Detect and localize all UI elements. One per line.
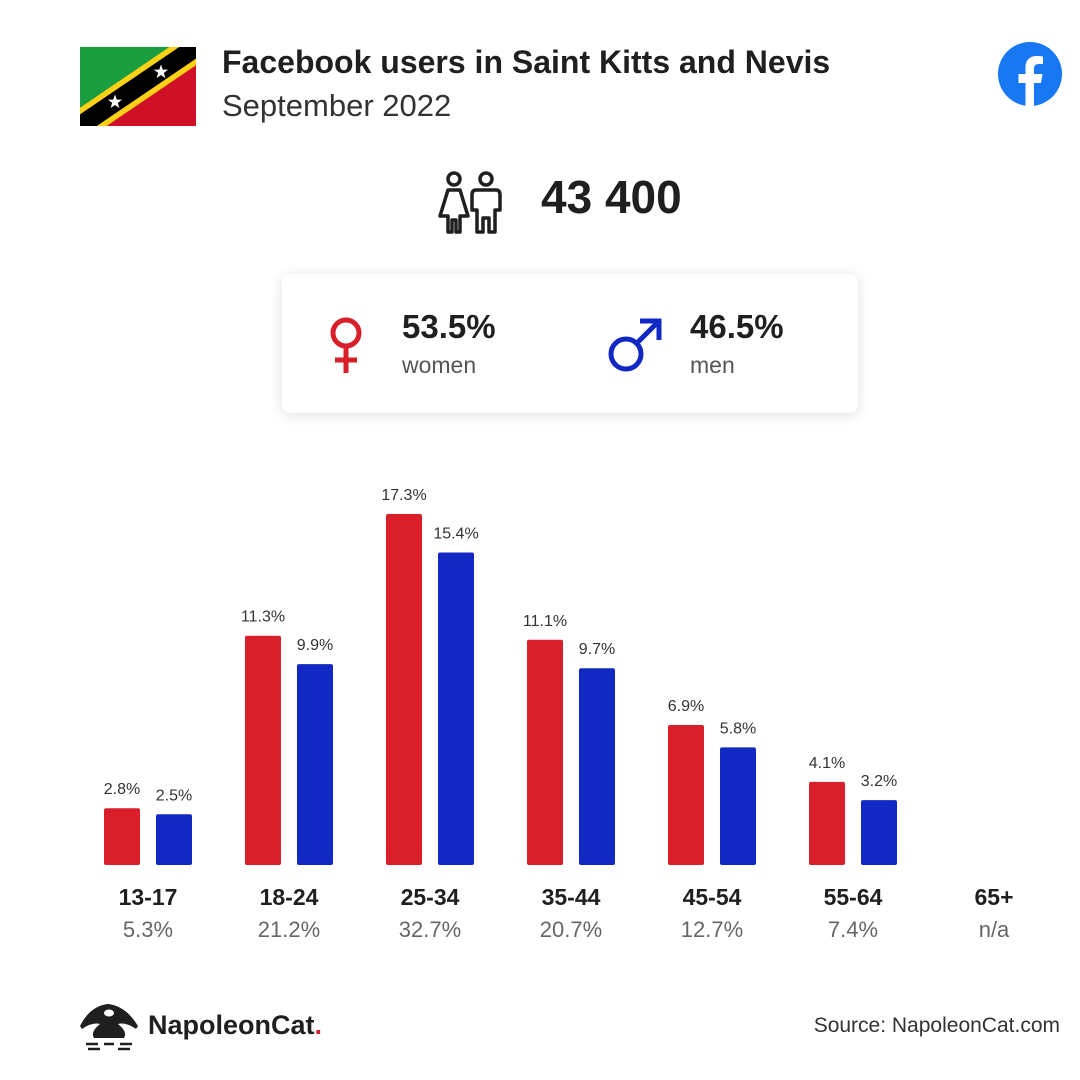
source-text: Source: NapoleonCat.com bbox=[813, 1014, 1060, 1037]
bar-men-13-17 bbox=[156, 814, 192, 865]
value-label-men-35-44: 9.7% bbox=[579, 641, 615, 658]
facebook-icon bbox=[998, 42, 1062, 106]
value-label-women-55-64: 4.1% bbox=[809, 755, 845, 772]
chart-title: Facebook users in Saint Kitts and Nevis bbox=[222, 44, 831, 80]
value-label-men-13-17: 2.5% bbox=[156, 787, 192, 804]
value-label-women-45-54: 6.9% bbox=[668, 698, 704, 715]
bar-women-13-17 bbox=[104, 808, 140, 865]
age-group-18-24: 18-24 21.2% bbox=[219, 884, 359, 943]
saint-kitts-and-nevis-flag bbox=[80, 47, 196, 126]
age-group-label: 25-34 bbox=[400, 884, 460, 910]
bar-men-45-54 bbox=[720, 747, 756, 865]
age-group-55-64: 55-64 7.4% bbox=[783, 884, 923, 943]
value-label-women-25-34: 17.3% bbox=[381, 487, 426, 504]
napoleoncat-logo-icon bbox=[80, 1004, 138, 1051]
age-group-total: 7.4% bbox=[827, 917, 879, 942]
age-group-label: 13-17 bbox=[118, 884, 178, 910]
brand-name-text: NapoleonCat bbox=[148, 1010, 315, 1040]
value-label-men-45-54: 5.8% bbox=[720, 720, 756, 737]
age-group-label: 18-24 bbox=[259, 884, 319, 910]
gender-split-card: 53.5% women 46.5% men bbox=[282, 274, 858, 413]
bar-men-18-24 bbox=[297, 664, 333, 865]
men-percent: 46.5% bbox=[690, 308, 784, 345]
age-group-total: 21.2% bbox=[257, 917, 321, 942]
value-label-women-13-17: 2.8% bbox=[104, 781, 140, 798]
age-group-label: 55-64 bbox=[823, 884, 883, 910]
users-icon bbox=[438, 171, 502, 234]
brand-dot: . bbox=[314, 1010, 323, 1040]
chart-subtitle: September 2022 bbox=[222, 88, 452, 123]
age-group-label: 65+ bbox=[974, 884, 1014, 910]
age-group-45-54: 45-54 12.7% bbox=[642, 884, 782, 943]
age-group-total: n/a bbox=[978, 917, 1010, 942]
age-group-label: 45-54 bbox=[682, 884, 742, 910]
age-group-label: 35-44 bbox=[541, 884, 601, 910]
brand-name: NapoleonCat. bbox=[148, 1010, 322, 1041]
age-group-total: 5.3% bbox=[122, 917, 174, 942]
age-group-35-44: 35-44 20.7% bbox=[501, 884, 641, 943]
women-percent: 53.5% bbox=[402, 308, 496, 345]
age-group-13-17: 13-17 5.3% bbox=[78, 884, 218, 943]
men-label: men bbox=[690, 352, 735, 378]
bar-women-25-34 bbox=[386, 514, 422, 865]
bar-women-55-64 bbox=[809, 781, 845, 865]
value-label-men-25-34: 15.4% bbox=[433, 526, 478, 543]
female-symbol-icon bbox=[330, 317, 362, 373]
bar-men-25-34 bbox=[438, 552, 474, 865]
age-group-25-34: 25-34 32.7% bbox=[360, 884, 500, 943]
bar-women-45-54 bbox=[668, 725, 704, 865]
women-label: women bbox=[402, 352, 477, 378]
total-users-value: 43 400 bbox=[541, 171, 682, 223]
value-label-men-55-64: 3.2% bbox=[861, 773, 897, 790]
value-label-women-35-44: 11.1% bbox=[523, 613, 567, 630]
bar-women-35-44 bbox=[527, 639, 563, 865]
male-symbol-icon bbox=[608, 318, 662, 372]
bar-men-55-64 bbox=[861, 800, 897, 865]
value-label-women-18-24: 11.3% bbox=[241, 609, 285, 626]
age-group-total: 20.7% bbox=[539, 917, 603, 942]
age-group-65+: 65+ n/a bbox=[924, 884, 1064, 943]
age-group-total: 32.7% bbox=[398, 917, 462, 942]
bar-men-35-44 bbox=[579, 668, 615, 865]
value-label-men-18-24: 9.9% bbox=[297, 637, 333, 654]
age-group-total: 12.7% bbox=[680, 917, 744, 942]
bar-women-18-24 bbox=[245, 635, 281, 865]
